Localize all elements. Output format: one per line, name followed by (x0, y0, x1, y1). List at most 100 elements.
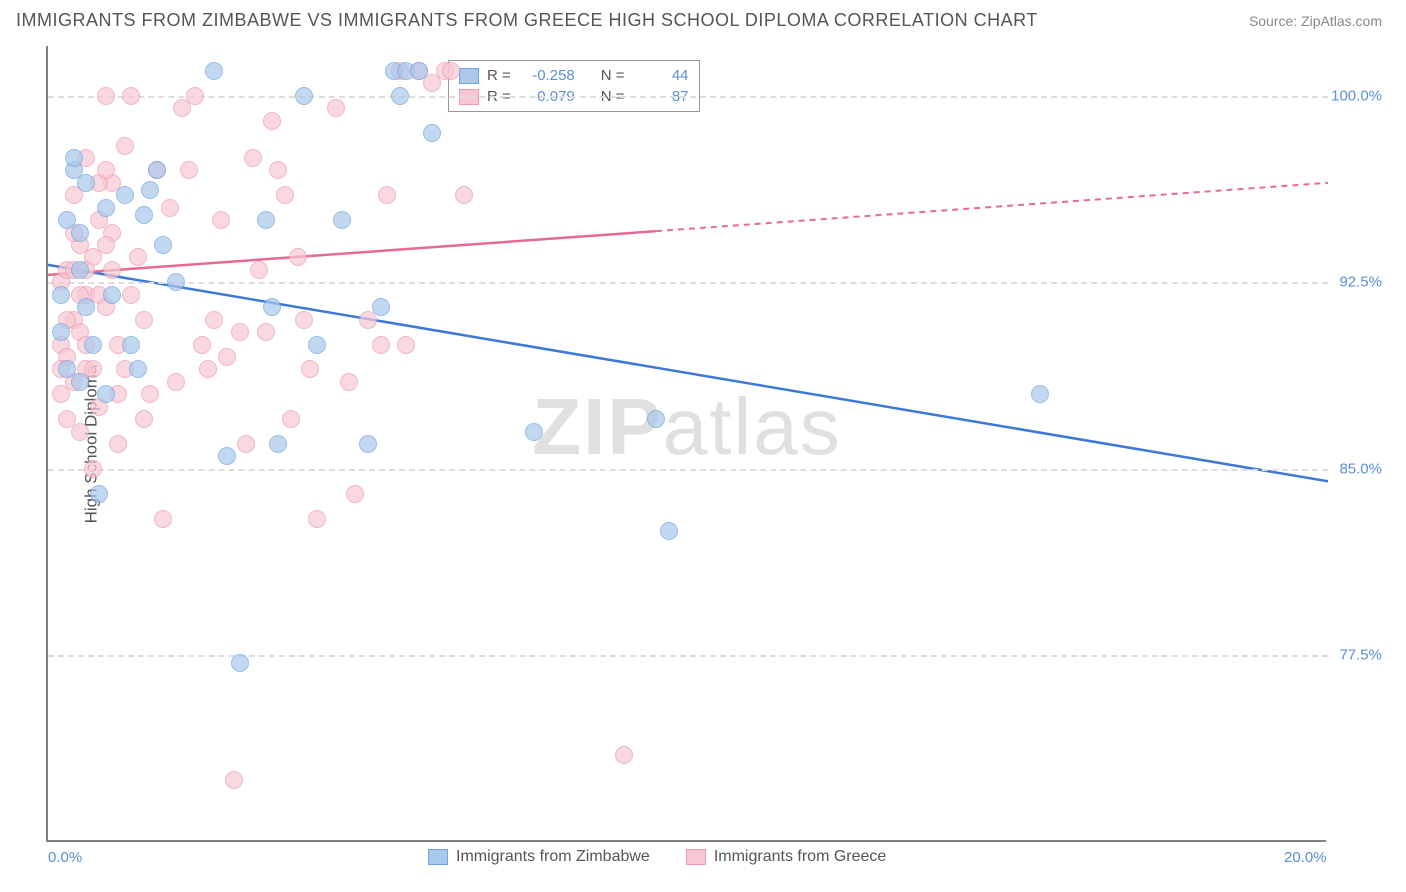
data-point (205, 311, 223, 329)
y-tick-label: 100.0% (1331, 87, 1382, 104)
data-point (295, 311, 313, 329)
data-point (410, 62, 428, 80)
data-point (154, 510, 172, 528)
data-point (1031, 385, 1049, 403)
data-point (225, 771, 243, 789)
x-tick-label: 20.0% (1284, 849, 1327, 866)
data-point (647, 410, 665, 428)
y-tick-label: 77.5% (1339, 647, 1382, 664)
data-point (109, 435, 127, 453)
data-point (276, 186, 294, 204)
legend-item: Immigrants from Greece (686, 848, 886, 866)
legend-stats: R =-0.258N =44R =0.079N =87 (448, 60, 700, 112)
data-point (218, 348, 236, 366)
data-point (205, 62, 223, 80)
y-tick-label: 85.0% (1339, 460, 1382, 477)
data-point (135, 311, 153, 329)
data-point (97, 161, 115, 179)
data-point (263, 112, 281, 130)
watermark-rest: atlas (663, 382, 842, 471)
data-point (129, 248, 147, 266)
source-label: Source: ZipAtlas.com (1249, 13, 1382, 29)
legend-stat-row: R = -0.258 N = 44 (459, 65, 689, 86)
data-point (186, 87, 204, 105)
data-point (391, 87, 409, 105)
data-point (52, 385, 70, 403)
data-point (372, 298, 390, 316)
stat-r-label: R = (487, 67, 511, 84)
legend-swatch (428, 849, 448, 865)
data-point (308, 336, 326, 354)
data-point (263, 298, 281, 316)
data-point (58, 360, 76, 378)
data-point (359, 435, 377, 453)
data-point (193, 336, 211, 354)
data-point (199, 360, 217, 378)
data-point (615, 746, 633, 764)
data-point (378, 186, 396, 204)
data-point (442, 62, 460, 80)
data-point (269, 161, 287, 179)
plot-area: ZIPatlas R =-0.258N =44R =0.079N =87 Imm… (46, 46, 1326, 842)
data-point (103, 261, 121, 279)
watermark-bold: ZIP (532, 382, 662, 471)
data-point (397, 336, 415, 354)
data-point (135, 410, 153, 428)
data-point (141, 385, 159, 403)
data-point (250, 261, 268, 279)
data-point (423, 124, 441, 142)
data-point (295, 87, 313, 105)
data-point (84, 460, 102, 478)
data-point (231, 323, 249, 341)
stat-r-value: -0.258 (519, 67, 575, 84)
data-point (231, 654, 249, 672)
data-point (129, 360, 147, 378)
data-point (212, 211, 230, 229)
legend-swatch (686, 849, 706, 865)
data-point (103, 286, 121, 304)
data-point (282, 410, 300, 428)
data-point (122, 87, 140, 105)
data-point (218, 447, 236, 465)
data-point (244, 149, 262, 167)
data-point (97, 236, 115, 254)
grid-line (48, 282, 1328, 284)
data-point (161, 199, 179, 217)
data-point (269, 435, 287, 453)
data-point (141, 181, 159, 199)
data-point (97, 385, 115, 403)
data-point (455, 186, 473, 204)
data-point (372, 336, 390, 354)
data-point (289, 248, 307, 266)
data-point (340, 373, 358, 391)
data-point (167, 373, 185, 391)
data-point (71, 261, 89, 279)
legend-bottom: Immigrants from ZimbabweImmigrants from … (428, 848, 886, 866)
data-point (90, 485, 108, 503)
data-point (148, 161, 166, 179)
data-point (116, 186, 134, 204)
y-tick-label: 92.5% (1339, 274, 1382, 291)
data-point (71, 423, 89, 441)
data-point (257, 211, 275, 229)
chart-title: IMMIGRANTS FROM ZIMBABWE VS IMMIGRANTS F… (16, 10, 1038, 31)
data-point (167, 273, 185, 291)
data-point (77, 174, 95, 192)
data-point (97, 199, 115, 217)
data-point (257, 323, 275, 341)
data-point (122, 336, 140, 354)
stat-n-label: N = (601, 67, 625, 84)
data-point (116, 137, 134, 155)
chart-container: High School Diploma ZIPatlas R =-0.258N … (46, 46, 1386, 842)
data-point (71, 224, 89, 242)
data-point (154, 236, 172, 254)
data-point (308, 510, 326, 528)
data-point (122, 286, 140, 304)
data-point (301, 360, 319, 378)
data-point (52, 286, 70, 304)
grid-line (48, 469, 1328, 471)
data-point (52, 323, 70, 341)
stat-n-value: 44 (633, 67, 689, 84)
data-point (65, 149, 83, 167)
data-point (327, 99, 345, 117)
